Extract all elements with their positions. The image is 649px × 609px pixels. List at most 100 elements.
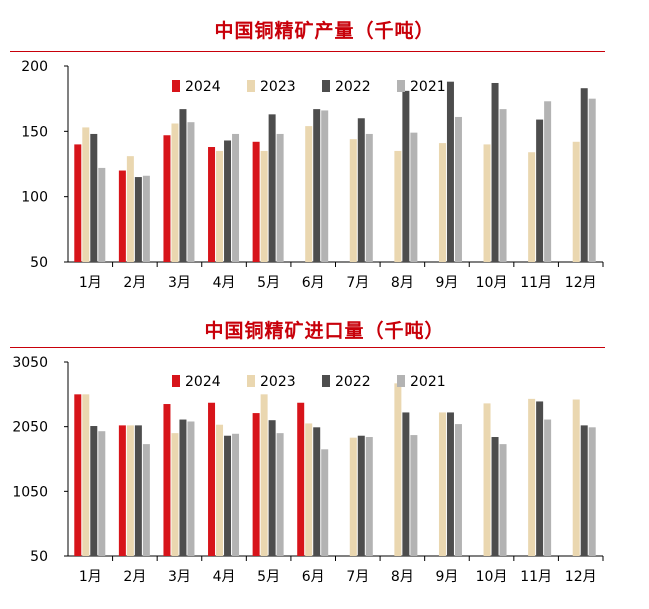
bar-2021-6月 [321,449,329,556]
bar-2021-5月 [276,433,284,556]
bar-2022-11月 [536,401,544,556]
x-tick-label: 12月 [565,569,597,585]
bar-2023-4月 [216,424,224,556]
legend-label: 2021 [410,374,446,390]
bar-2023-7月 [349,437,357,556]
bar-2022-1月 [90,133,98,262]
x-tick-label: 2月 [123,275,146,291]
bar-2022-12月 [580,88,588,262]
y-tick-label: 200 [21,59,48,75]
bar-2022-6月 [313,109,321,263]
legend-swatch [172,80,180,92]
legend: 2024 2023 2022 2021 [172,79,446,95]
bar-2022-9月 [446,412,454,556]
bar-2023-9月 [438,412,446,556]
bar-2023-5月 [260,394,268,556]
x-tick-label: 4月 [213,569,236,585]
bar-2021-2月 [142,444,150,556]
x-tick-label: 8月 [391,569,414,585]
bar-2022-7月 [357,118,365,263]
bar-2021-8月 [410,435,418,556]
bar-2023-8月 [394,383,402,556]
bar-2021-11月 [544,101,552,262]
bar-2022-4月 [224,140,232,262]
bar-2022-5月 [268,114,276,262]
x-tick-label: 6月 [302,275,325,291]
legend-swatch [172,375,180,387]
bar-2023-10月 [483,144,491,262]
bar-2022-11月 [536,119,544,262]
bar-2021-6月 [321,110,329,262]
bar-2021-9月 [454,116,462,263]
bar-2024-2月 [118,425,126,556]
bar-2024-5月 [252,141,260,262]
bar-2023-10月 [483,403,491,556]
bar-2021-8月 [410,132,418,262]
legend-swatch [322,375,330,387]
x-tick-label: 11月 [520,569,552,585]
bar-2023-7月 [349,139,357,262]
bar-2021-9月 [454,424,462,556]
bar-2024-1月 [74,144,82,262]
bar-2024-4月 [208,402,216,556]
bar-2023-1月 [82,394,90,556]
bar-2023-12月 [572,399,580,556]
legend-swatch [322,80,330,92]
legend-label: 2023 [260,374,296,390]
x-tick-label: 5月 [257,569,280,585]
bar-2022-5月 [268,420,276,556]
legend-swatch [247,375,255,387]
bar-2023-2月 [126,425,134,556]
bar-2022-7月 [357,435,365,556]
x-tick-label: 1月 [79,569,102,585]
title-divider [10,347,605,348]
bar-2022-4月 [224,435,232,556]
bar-2021-12月 [588,98,596,263]
bar-2023-12月 [572,141,580,262]
x-tick-label: 5月 [257,275,280,291]
bar-2023-8月 [394,150,402,262]
chart-title-production: 中国铜精矿产量（千吨） [214,20,435,42]
bar-2024-3月 [163,135,171,262]
bar-2021-3月 [187,421,195,556]
bar-2022-10月 [491,82,499,262]
bar-2024-2月 [118,170,126,262]
bar-2023-5月 [260,150,268,262]
x-tick-label: 3月 [168,569,191,585]
legend-label: 2024 [185,79,221,95]
x-tick-label: 9月 [435,275,458,291]
bar-2023-11月 [528,152,536,262]
bar-2021-3月 [187,122,195,262]
bar-2024-3月 [163,404,171,556]
bar-2021-4月 [232,433,240,556]
y-tick-label: 100 [21,190,48,206]
bar-2024-6月 [297,402,305,556]
bar-2021-4月 [232,133,240,262]
bar-2021-1月 [98,167,106,262]
x-tick-label: 2月 [123,569,146,585]
x-tick-label: 8月 [391,275,414,291]
bar-2024-4月 [208,147,216,262]
x-tick-label: 3月 [168,275,191,291]
title-divider [10,51,605,52]
legend-label: 2022 [335,374,371,390]
legend-swatch [397,80,405,92]
legend-label: 2024 [185,374,221,390]
bar-2022-3月 [179,419,187,556]
bar-2022-9月 [446,81,454,263]
bar-2022-3月 [179,109,187,263]
x-tick-label: 7月 [346,275,369,291]
bar-2022-1月 [90,426,98,556]
bar-2022-12月 [580,425,588,556]
x-tick-label: 12月 [565,275,597,291]
y-tick-label: 3050 [12,355,48,371]
y-tick-label: 1050 [12,484,48,500]
x-tick-label: 11月 [520,275,552,291]
x-tick-label: 7月 [346,569,369,585]
legend: 2024 2023 2022 2021 [172,374,446,390]
bar-2023-11月 [528,398,536,556]
legend-label: 2021 [410,79,446,95]
bar-2021-12月 [588,427,596,556]
bar-2021-7月 [365,133,373,262]
